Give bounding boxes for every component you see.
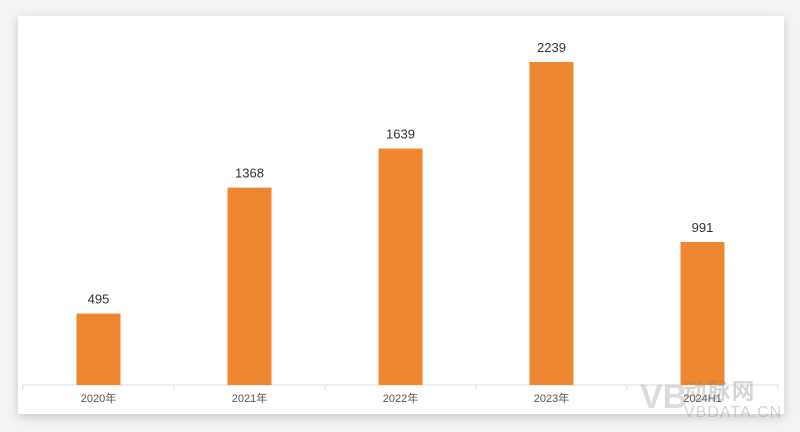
data-label: 1368 <box>235 166 264 181</box>
x-tick-label: 2021年 <box>232 391 267 405</box>
bar <box>529 62 574 385</box>
bar <box>680 242 725 385</box>
x-tick-label: 2020年 <box>81 391 116 405</box>
bar <box>227 187 272 385</box>
bar <box>378 148 423 385</box>
x-tick-label: 2024H1 <box>683 393 722 405</box>
data-label: 991 <box>692 220 714 235</box>
x-tick-label: 2023年 <box>534 391 569 405</box>
data-label: 495 <box>88 292 110 307</box>
watermark-cn: 动脉网 <box>684 379 757 404</box>
x-tick-label: 2022年 <box>383 391 418 405</box>
bar <box>76 313 121 385</box>
watermark-logo: VB 动脉网 VBDATA.CN <box>636 374 796 430</box>
watermark-en: VBDATA.CN <box>684 404 783 421</box>
data-label: 2239 <box>537 40 566 55</box>
data-label: 1639 <box>386 127 415 142</box>
vb-logo-icon: VB <box>640 378 688 416</box>
